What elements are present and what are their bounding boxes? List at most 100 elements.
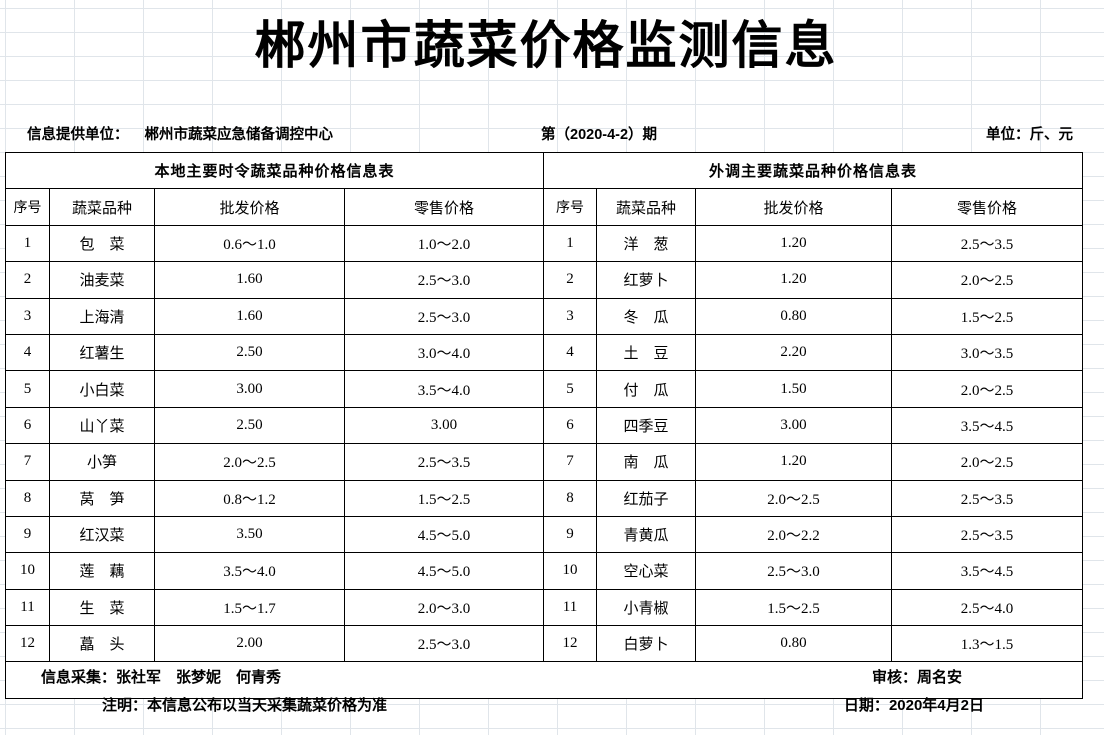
table-row: 8 莴 笋 0.8～1.2 1.5～2.5 8 红茄子 2.0～2.5 2.5～… [5,479,1084,517]
cell-left-wholesale: 2.0～2.5 [154,443,345,481]
col-header-right-wholesale: 批发价格 [695,188,893,226]
cell-right-name: 四季豆 [596,406,697,445]
cell-right-wholesale: 0.80 [695,297,893,335]
footer-note-label: 注明： [102,697,148,714]
cell-left-retail: 3.5～4.0 [343,370,545,408]
cell-right-retail: 1.5～2.5 [891,297,1084,335]
column-header-row: 序号 蔬菜品种 批发价格 零售价格 序号 蔬菜品种 批发价格 零售价格 [5,188,1084,226]
cell-left-index: 2 [5,261,50,299]
cell-left-index: 8 [5,479,50,517]
footer-date-value: 2020年4月2日 [888,697,984,714]
cell-right-wholesale: 2.20 [695,333,893,372]
cell-right-index: 4 [543,333,598,372]
info-unit: 单位：斤、元 [986,127,1073,143]
page-title: 郴州市蔬菜价格监测信息 [254,19,838,75]
cell-left-retail: 4.5～5.0 [343,552,545,590]
cell-right-retail: 3.5～4.5 [891,552,1084,590]
info-bar: 信息提供单位： 郴州市蔬菜应急储备调控中心 第（2020-4-2）期 单位：斤、元 [5,122,1081,148]
cell-left-wholesale: 2.50 [154,406,345,445]
cell-left-name: 生 菜 [49,588,155,627]
cell-left-name: 小笋 [49,443,155,481]
cell-right-wholesale: 1.20 [695,443,893,481]
cell-left-name: 藠 头 [49,625,155,663]
cell-left-name: 小白菜 [49,370,155,408]
cell-left-retail: 2.5～3.0 [343,625,545,663]
cell-right-retail: 1.3～1.5 [891,625,1084,663]
cell-right-wholesale: 2.0～2.2 [695,515,893,554]
cell-left-wholesale: 3.5～4.0 [154,552,345,590]
cell-right-name: 空心菜 [596,552,697,590]
table-row: 12 藠 头 2.00 2.5～3.0 12 白萝卜 0.80 1.3～1.5 [5,625,1084,663]
cell-right-name: 冬 瓜 [596,297,697,335]
table-row: 2 油麦菜 1.60 2.5～3.0 2 红萝卜 1.20 2.0～2.5 [5,261,1084,299]
cell-right-index: 6 [543,406,598,445]
price-table: 本地主要时令蔬菜品种价格信息表 外调主要蔬菜品种价格信息表 序号 蔬菜品种 批发… [4,151,1084,699]
cell-right-name: 洋 葱 [596,224,697,263]
cell-right-name: 土 豆 [596,333,697,372]
cell-left-wholesale: 0.6～1.0 [154,224,345,263]
cell-right-wholesale: 2.0～2.5 [695,479,893,517]
cell-right-name: 红萝卜 [596,261,697,299]
cell-right-retail: 3.5～4.5 [891,406,1084,445]
cell-right-wholesale: 0.80 [695,625,893,663]
cell-left-retail: 2.5～3.0 [343,297,545,335]
cell-left-index: 3 [5,297,50,335]
col-header-left-wholesale: 批发价格 [154,188,345,226]
cell-right-retail: 2.5～4.0 [891,588,1084,627]
cell-left-wholesale: 1.5～1.7 [154,588,345,627]
section-title-local: 本地主要时令蔬菜品种价格信息表 [4,151,545,190]
cell-right-index: 3 [543,297,598,335]
cell-left-retail: 1.5～2.5 [343,479,545,517]
footer-note: 注明：本信息公布以当天采集蔬菜价格为准 [102,690,387,722]
cell-right-index: 7 [543,443,598,481]
cell-left-name: 莴 笋 [49,479,155,517]
table-row: 4 红薯生 2.50 3.0～4.0 4 土 豆 2.20 3.0～3.5 [5,333,1084,372]
cell-right-name: 付 瓜 [596,370,697,408]
cell-right-name: 白萝卜 [596,625,697,663]
cell-left-retail: 3.0～4.0 [343,333,545,372]
footer-note-bar: 注明：本信息公布以当天采集蔬菜价格为准 日期：2020年4月2日 [5,690,1082,722]
table-row: 5 小白菜 3.00 3.5～4.0 5 付 瓜 1.50 2.0～2.5 [5,370,1084,408]
col-header-left-index: 序号 [5,188,50,226]
cell-right-index: 9 [543,515,598,554]
footer-note-value: 本信息公布以当天采集蔬菜价格为准 [147,697,388,714]
col-header-left-name: 蔬菜品种 [49,188,155,226]
cell-right-retail: 2.0～2.5 [891,261,1084,299]
cell-left-wholesale: 3.50 [154,515,345,554]
table-row: 3 上海清 1.60 2.5～3.0 3 冬 瓜 0.80 1.5～2.5 [5,297,1084,335]
cell-right-retail: 2.5～3.5 [891,224,1084,263]
cell-left-wholesale: 1.60 [154,261,345,299]
cell-left-wholesale: 2.50 [154,333,345,372]
col-header-right-retail: 零售价格 [891,188,1084,226]
cell-right-name: 青黄瓜 [596,515,697,554]
table-row: 11 生 菜 1.5～1.7 2.0～3.0 11 小青椒 1.5～2.5 2.… [5,588,1084,627]
footer-date: 日期：2020年4月2日 [844,690,984,722]
cell-left-index: 6 [5,406,50,445]
cell-left-index: 10 [5,552,50,590]
cell-left-index: 4 [5,333,50,372]
table-row: 1 包 菜 0.6～1.0 1.0～2.0 1 洋 葱 1.20 2.5～3.5 [5,224,1084,263]
cell-right-retail: 3.0～3.5 [891,333,1084,372]
cell-left-index: 5 [5,370,50,408]
col-header-right-name: 蔬菜品种 [596,188,697,226]
cell-left-index: 1 [5,224,50,263]
cell-right-wholesale: 1.50 [695,370,893,408]
cell-left-name: 山丫菜 [49,406,155,445]
cell-left-wholesale: 1.60 [154,297,345,335]
cell-right-wholesale: 1.5～2.5 [695,588,893,627]
cell-right-retail: 2.5～3.5 [891,515,1084,554]
cell-left-wholesale: 0.8～1.2 [154,479,345,517]
cell-left-retail: 3.00 [343,406,545,445]
cell-right-index: 8 [543,479,598,517]
cell-left-name: 红汉菜 [49,515,155,554]
col-header-right-index: 序号 [543,188,598,226]
cell-left-retail: 2.5～3.5 [343,443,545,481]
footer-reviewer-label: 审核： [872,670,918,687]
cell-right-index: 12 [543,625,598,663]
footer-reviewer-value: 周名安 [917,670,963,687]
cell-right-index: 11 [543,588,598,627]
cell-right-index: 1 [543,224,598,263]
cell-right-wholesale: 1.20 [695,224,893,263]
section-title-row: 本地主要时令蔬菜品种价格信息表 外调主要蔬菜品种价格信息表 [4,151,1084,190]
